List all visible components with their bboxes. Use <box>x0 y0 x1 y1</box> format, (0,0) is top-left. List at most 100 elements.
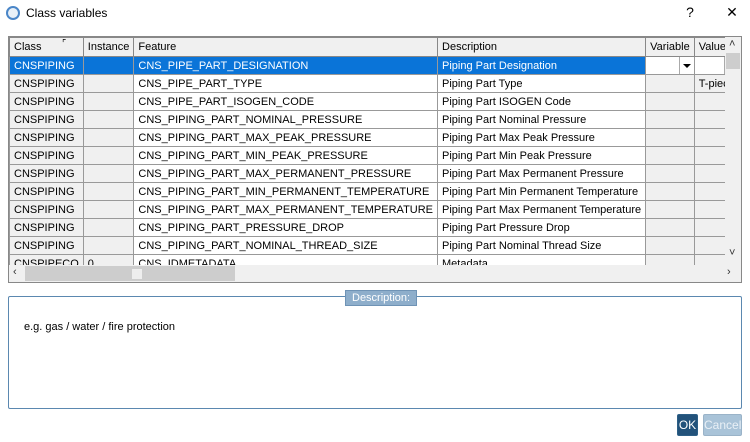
cell-description: Piping Part Pressure Drop <box>437 218 647 237</box>
cell-class: CNSPIPING <box>9 164 84 183</box>
column-header-variable[interactable]: Variable <box>645 37 695 57</box>
cell-value[interactable]: T-piece <box>693 74 725 93</box>
horizontal-scrollbar[interactable]: ‹ › <box>9 265 741 282</box>
cell-feature: CNS_PIPING_PART_NOMINAL_THREAD_SIZE <box>133 236 439 255</box>
cell-value[interactable] <box>693 236 725 255</box>
cell-class: CNSPIPING <box>9 56 84 75</box>
cell-value[interactable] <box>693 56 725 75</box>
cell-value[interactable] <box>693 128 725 147</box>
cell-feature: CNS_PIPING_PART_PRESSURE_DROP <box>133 218 439 237</box>
cell-description: Piping Part Max Permanent Pressure <box>437 164 647 183</box>
cell-instance <box>82 128 135 147</box>
cell-description: Piping Part Min Permanent Temperature <box>437 182 647 201</box>
close-button[interactable]: ✕ <box>726 4 738 20</box>
cell-feature: CNS_PIPING_PART_MIN_PERMANENT_TEMPERATUR… <box>133 182 439 201</box>
cell-value[interactable] <box>693 218 725 237</box>
cell-class: CNSPIPING <box>9 74 84 93</box>
table-row[interactable]: CNSPIPING CNS_PIPING_PART_PRESSURE_DROP Pi… <box>9 218 725 237</box>
cell-class: CNSPIPING <box>9 146 84 165</box>
sort-icon: ⌜ <box>62 38 67 49</box>
dropdown-arrow-icon[interactable] <box>682 64 691 68</box>
title-bar: Class variables ? ✕ <box>0 0 750 28</box>
description-label: Description: <box>345 290 418 306</box>
table-row[interactable]: CNSPIPING CNS_PIPING_PART_MIN_PEAK_PRESSU… <box>9 146 725 165</box>
cell-instance <box>82 92 135 111</box>
cell-variable[interactable] <box>645 254 695 265</box>
cell-instance <box>82 164 135 183</box>
column-header-instance[interactable]: Instance <box>82 37 135 57</box>
cell-variable[interactable] <box>645 200 695 219</box>
cell-variable[interactable] <box>645 110 695 129</box>
vertical-scroll-thumb[interactable] <box>726 53 740 69</box>
cell-class: CNSPIPING <box>9 200 84 219</box>
scroll-up-icon[interactable]: ˄ <box>729 38 736 50</box>
table-row[interactable]: CNSPIPING CNS_PIPE_PART_ISOGEN_CODE Piping… <box>9 92 725 111</box>
column-header-label: Class <box>14 41 42 53</box>
help-button[interactable]: ? <box>686 4 694 20</box>
cell-class: CNSPIPING <box>9 218 84 237</box>
cell-value[interactable] <box>693 92 725 111</box>
table-row[interactable]: CNSPIPING CNS_PIPING_PART_MIN_PERMANENT_T… <box>9 182 725 201</box>
cell-variable[interactable] <box>645 92 695 111</box>
cell-value[interactable] <box>693 182 725 201</box>
description-group: Description: e.g. gas / water / fire pro… <box>8 290 742 409</box>
cell-class: CNSPIPING <box>9 236 84 255</box>
cell-instance <box>82 74 135 93</box>
cell-instance <box>82 56 135 75</box>
cell-class: CNSPIPING <box>9 92 84 111</box>
class-variables-table: Class ⌜ Instance Feature Description Variable… <box>8 36 742 283</box>
table-row[interactable]: CNSPIPECO 0 CNS_IDMETADATA Metadata <box>9 254 725 265</box>
cell-value[interactable] <box>693 110 725 129</box>
cell-feature: CNS_PIPING_PART_MAX_PERMANENT_PRESSURE <box>133 164 439 183</box>
cell-variable[interactable] <box>645 218 695 237</box>
cell-value[interactable] <box>693 146 725 165</box>
window-title: Class variables <box>26 6 108 20</box>
cell-feature: CNS_PIPING_PART_MIN_PEAK_PRESSURE <box>133 146 439 165</box>
cell-variable[interactable] <box>645 128 695 147</box>
cell-instance <box>82 110 135 129</box>
ok-button[interactable]: OK <box>677 414 698 436</box>
vertical-scrollbar[interactable]: ˄ ˅ <box>725 37 741 265</box>
cell-class: CNSPIPING <box>9 110 84 129</box>
table-viewport: Class ⌜ Instance Feature Description Variable… <box>9 37 725 265</box>
cell-instance: 0 <box>82 254 135 265</box>
cell-instance <box>82 200 135 219</box>
cell-instance <box>82 146 135 165</box>
app-icon <box>6 6 20 20</box>
cell-feature: CNS_PIPING_PART_MAX_PEAK_PRESSURE <box>133 128 439 147</box>
cell-variable[interactable] <box>645 146 695 165</box>
cell-variable[interactable] <box>645 182 695 201</box>
table-row[interactable]: CNSPIPING CNS_PIPE_PART_TYPE Piping Part T… <box>9 74 725 93</box>
cell-value[interactable] <box>693 254 725 265</box>
horizontal-scroll-thumb[interactable] <box>25 266 235 281</box>
cell-variable[interactable] <box>645 74 695 93</box>
cell-variable[interactable] <box>645 164 695 183</box>
cell-description: Piping Part Type <box>437 74 647 93</box>
cell-instance <box>82 182 135 201</box>
table-row[interactable]: CNSPIPING CNS_PIPING_PART_MAX_PERMANENT_T… <box>9 200 725 219</box>
cell-feature: CNS_PIPING_PART_NOMINAL_PRESSURE <box>133 110 439 129</box>
column-header-feature[interactable]: Feature <box>133 37 439 57</box>
cell-description: Piping Part ISOGEN Code <box>437 92 647 111</box>
cell-description: Piping Part Max Peak Pressure <box>437 128 647 147</box>
cell-feature: CNS_PIPING_PART_MAX_PERMANENT_TEMPERATUR… <box>133 200 439 219</box>
column-header-value[interactable]: Value <box>693 37 725 57</box>
table-row[interactable]: CNSPIPING CNS_PIPE_PART_DESIGNATION Piping… <box>9 56 725 75</box>
cell-variable[interactable] <box>645 236 695 255</box>
table-row[interactable]: CNSPIPING CNS_PIPING_PART_MAX_PERMANENT_P… <box>9 164 725 183</box>
cell-description: Piping Part Nominal Thread Size <box>437 236 647 255</box>
cell-variable[interactable] <box>645 56 695 75</box>
cell-value[interactable] <box>693 200 725 219</box>
table-row[interactable]: CNSPIPING CNS_PIPING_PART_NOMINAL_THREAD_… <box>9 236 725 255</box>
table-row[interactable]: CNSPIPING CNS_PIPING_PART_MAX_PEAK_PRESSU… <box>9 128 725 147</box>
cell-instance <box>82 236 135 255</box>
scroll-down-icon[interactable]: ˅ <box>729 247 736 259</box>
scroll-right-icon[interactable]: › <box>727 266 731 278</box>
table-row[interactable]: CNSPIPING CNS_PIPING_PART_NOMINAL_PRESSUR… <box>9 110 725 129</box>
column-header-class[interactable]: Class ⌜ <box>9 37 84 57</box>
cell-description: Piping Part Max Permanent Temperature <box>437 200 647 219</box>
scroll-left-icon[interactable]: ‹ <box>13 266 17 278</box>
cell-value[interactable] <box>693 164 725 183</box>
cancel-button[interactable]: Cancel <box>703 414 742 436</box>
column-header-description[interactable]: Description <box>437 37 647 57</box>
